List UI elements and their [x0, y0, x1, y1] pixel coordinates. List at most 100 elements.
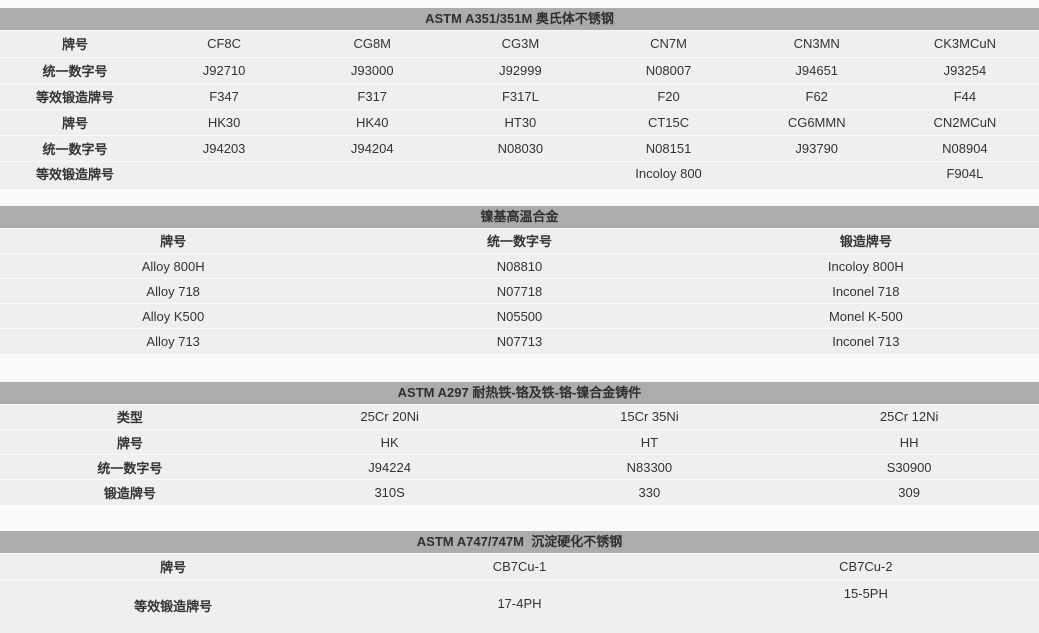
value-cell: N83300: [519, 454, 780, 480]
value-cell: N07713: [496, 333, 543, 349]
value-cell: HT30: [446, 109, 595, 136]
row-label-cell: 类型: [0, 404, 260, 430]
value-cell: 309: [898, 484, 920, 500]
row-label-cell: 牌号: [0, 109, 150, 136]
table-title-astm-a297: ASTM A297 耐热铁-铬及铁-铬-镍合金铸件: [0, 381, 1039, 404]
row-label-cell: Alloy 800H: [0, 253, 347, 279]
value-cell: 统一数字号: [346, 228, 693, 254]
value-cell: CK3MCuN: [890, 31, 1039, 58]
table-row: Alloy K500 N05500 Monel K-500: [0, 303, 1039, 329]
value-cell: J94651: [742, 57, 891, 84]
value-cell: CB7Cu-2: [692, 553, 1039, 581]
row-label-cell: 统一数字号: [0, 57, 150, 84]
value-cell: N08007: [594, 57, 743, 84]
table-title-nickel-superalloy: 镍基高温合金: [0, 205, 1039, 228]
row-label-cell: 等效锻造牌号: [0, 83, 150, 110]
value-cell: F347: [150, 83, 299, 110]
row-label-cell: 统一数字号: [0, 135, 150, 162]
value-cell: J92710: [150, 57, 299, 84]
empty-cell: [298, 161, 446, 187]
value-cell: CF8C: [150, 31, 299, 58]
value-cell: CG8M: [298, 31, 447, 58]
table-row: 牌号 HK30 HK40 HT30 CT15C CG6MMN CN2MCuN: [0, 109, 1039, 136]
table-section-astm-a351: ASTM A351/351M 奥氏体不锈钢 牌号 CF8C CG8M CG3M CN7M…: [0, 8, 1039, 189]
value-cell: Monel K-500: [692, 303, 1039, 329]
table-row: 等效锻造牌号 17-4PH 15-5PH: [0, 581, 1039, 633]
alloy-table-astm-a351: 牌号 CF8C CG8M CG3M CN7M CN3MN CK3MCuN 统一数字号 J9271…: [0, 31, 1039, 189]
value-cell: 锻造牌号: [692, 228, 1039, 254]
row-label-cell: 统一数字号: [0, 454, 260, 480]
value-cell: S30900: [779, 454, 1039, 480]
value-cell: HK30: [150, 109, 299, 136]
value-cell: HK40: [298, 109, 447, 136]
empty-cell: [150, 161, 298, 187]
table-row: 牌号 HK HT HH: [0, 429, 1039, 455]
table-row: Alloy 713 N07713 Inconel 713: [0, 329, 1039, 354]
value-cell: CN7M: [594, 31, 743, 58]
table-row: 统一数字号 J92710 J93000 J92999 N08007 J94651 J9325…: [0, 57, 1039, 84]
column-header-row: 牌号 统一数字号 锻造牌号: [0, 228, 1039, 254]
value-cell: J92999: [446, 57, 595, 84]
value-cell: J94224: [259, 454, 520, 480]
value-cell: N05500: [346, 303, 693, 329]
row-label-cell: 牌号: [0, 31, 150, 58]
value-cell: CB7Cu-1: [346, 553, 693, 581]
value-cell: 25Cr 20Ni: [259, 404, 520, 430]
table-title-astm-a747: ASTM A747/747M 沉淀硬化不锈钢: [0, 530, 1039, 553]
value-cell: 15-5PH: [843, 586, 888, 601]
value-cell: 310S: [374, 484, 405, 500]
table-row: 锻造牌号 310S 330 309: [0, 480, 1039, 505]
row-label-cell: 牌号: [0, 228, 347, 254]
row-label-cell: Alloy K500: [0, 303, 347, 329]
value-cell: J94204: [298, 135, 447, 162]
value-cell: F904L: [946, 166, 984, 181]
table-row: Alloy 718 N07718 Inconel 718: [0, 278, 1039, 304]
value-cell: CG3M: [446, 31, 595, 58]
value-cell: N07718: [346, 278, 693, 304]
value-cell: 25Cr 12Ni: [779, 404, 1039, 430]
value-cell: 330: [638, 484, 661, 500]
table-section-astm-a297: ASTM A297 耐热铁-铬及铁-铬-镍合金铸件 类型 25Cr 20Ni 15C…: [0, 381, 1039, 505]
table-row: 等效锻造牌号 Incoloy 800 F904L: [0, 161, 1039, 187]
value-cell: F317L: [446, 83, 595, 110]
row-label-cell: 锻造牌号: [103, 485, 156, 501]
table-row: 牌号 CF8C CG8M CG3M CN7M CN3MN CK3MCuN: [0, 31, 1039, 58]
value-cell: J93254: [890, 57, 1039, 84]
value-cell: CT15C: [594, 109, 743, 136]
row-label-cell: Alloy 718: [0, 278, 347, 304]
value-cell: HK: [259, 429, 520, 455]
alloy-table-astm-a747: 牌号 CB7Cu-1 CB7Cu-2 等效锻造牌号 17-4PH 15-5PH: [0, 553, 1039, 633]
value-cell: J93790: [742, 135, 891, 162]
table-title-astm-a351: ASTM A351/351M 奥氏体不锈钢: [0, 8, 1039, 30]
value-cell: J94203: [150, 135, 299, 162]
value-cell: F317: [298, 83, 447, 110]
table-row: 牌号 CB7Cu-1 CB7Cu-2: [0, 553, 1039, 581]
value-cell: N08151: [594, 135, 743, 162]
row-label-cell: 等效锻造牌号: [35, 167, 114, 182]
value-cell: CN3MN: [742, 31, 891, 58]
table-row: 统一数字号 J94224 N83300 S30900: [0, 454, 1039, 480]
value-cell: F62: [742, 83, 891, 110]
alloy-table-astm-a297: 类型 25Cr 20Ni 15Cr 35Ni 25Cr 12Ni 牌号 HK HT HH 统一数…: [0, 404, 1039, 505]
table-section-nickel-superalloy: 镍基高温合金 牌号 统一数字号 锻造牌号 Alloy 800H N08810 Incolo…: [0, 205, 1039, 354]
value-cell: Incoloy 800H: [692, 253, 1039, 279]
alloy-table-nickel-superalloy: 牌号 统一数字号 锻造牌号 Alloy 800H N08810 Incoloy 800H A…: [0, 228, 1039, 354]
value-cell: J93000: [298, 57, 447, 84]
value-cell: N08904: [890, 135, 1039, 162]
value-cell: CG6MMN: [742, 109, 891, 136]
table-row: 类型 25Cr 20Ni 15Cr 35Ni 25Cr 12Ni: [0, 404, 1039, 430]
value-cell: 17-4PH: [497, 596, 542, 611]
table-row: Alloy 800H N08810 Incoloy 800H: [0, 253, 1039, 279]
table-section-astm-a747: ASTM A747/747M 沉淀硬化不锈钢 牌号 CB7Cu-1 CB7Cu-2 等…: [0, 530, 1039, 633]
row-label-cell: Alloy 713: [146, 333, 200, 349]
value-cell: F20: [594, 83, 743, 110]
value-cell: N08810: [346, 253, 693, 279]
value-cell: 15Cr 35Ni: [519, 404, 780, 430]
row-label-cell: 牌号: [0, 429, 260, 455]
empty-cell: [743, 161, 891, 187]
row-label-cell: 等效锻造牌号: [134, 599, 213, 614]
value-cell: CN2MCuN: [890, 109, 1039, 136]
value-cell: Inconel 713: [832, 333, 900, 349]
value-cell: HH: [779, 429, 1039, 455]
